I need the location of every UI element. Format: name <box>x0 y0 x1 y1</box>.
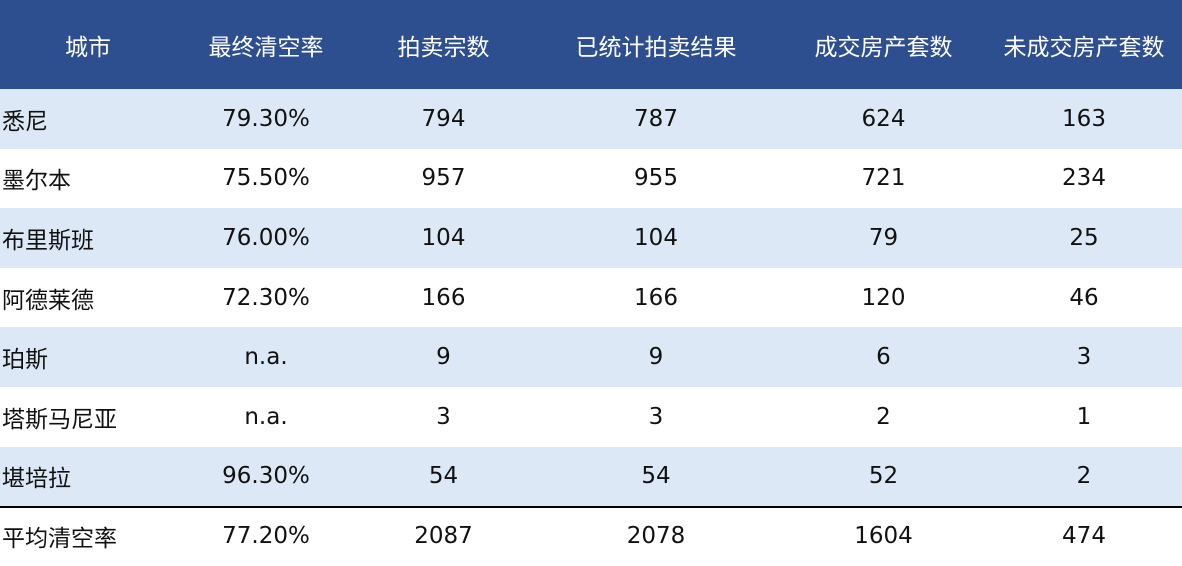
cell-auction-count: 104 <box>356 208 531 268</box>
cell-city: 阿德莱德 <box>0 267 176 328</box>
cell-clearance-rate: 79.30% <box>176 89 356 149</box>
cell-clearance-rate: n.a. <box>176 386 356 447</box>
cell-clearance-rate: 75.50% <box>176 148 356 209</box>
cell-sold-count: 79 <box>781 208 986 268</box>
cell-unsold-count: 1 <box>986 386 1182 447</box>
cell-clearance-rate: 72.30% <box>176 267 356 328</box>
cell-sold-count: 120 <box>781 267 986 328</box>
cell-reported-results: 104 <box>531 208 781 268</box>
cell-reported-results: 166 <box>531 267 781 328</box>
cell-sold-count: 6 <box>781 327 986 387</box>
table-row: 珀斯 n.a. 9 9 6 3 <box>0 327 1182 387</box>
cell-unsold-count: 3 <box>986 327 1182 387</box>
cell-city: 布里斯班 <box>0 208 176 268</box>
average-row: 平均清空率 77.20% 2087 2078 1604 474 <box>0 506 1182 565</box>
cell-sold-count: 2 <box>781 386 986 447</box>
cell-reported-results: 787 <box>531 89 781 149</box>
cell-total-unsold-count: 474 <box>986 506 1182 565</box>
table-row: 堪培拉 96.30% 54 54 52 2 <box>0 446 1182 508</box>
cell-unsold-count: 46 <box>986 267 1182 328</box>
cell-city: 墨尔本 <box>0 148 176 209</box>
table-row: 阿德莱德 72.30% 166 166 120 46 <box>0 267 1182 328</box>
header-clearance-rate: 最终清空率 <box>176 0 356 89</box>
table-row: 塔斯马尼亚 n.a. 3 3 2 1 <box>0 386 1182 447</box>
cell-city: 悉尼 <box>0 89 176 149</box>
cell-sold-count: 52 <box>781 446 986 508</box>
cell-auction-count: 794 <box>356 89 531 149</box>
cell-reported-results: 9 <box>531 327 781 387</box>
cell-reported-results: 54 <box>531 446 781 508</box>
cell-auction-count: 957 <box>356 148 531 209</box>
table-row: 布里斯班 76.00% 104 104 79 25 <box>0 208 1182 268</box>
cell-sold-count: 624 <box>781 89 986 149</box>
cell-unsold-count: 163 <box>986 89 1182 149</box>
table-row: 悉尼 79.30% 794 787 624 163 <box>0 89 1182 149</box>
cell-unsold-count: 25 <box>986 208 1182 268</box>
cell-total-sold-count: 1604 <box>781 506 986 565</box>
cell-city: 塔斯马尼亚 <box>0 386 176 447</box>
cell-average-clearance-rate: 77.20% <box>176 506 356 565</box>
header-auction-count: 拍卖宗数 <box>356 0 531 89</box>
cell-clearance-rate: 76.00% <box>176 208 356 268</box>
header-unsold-count: 未成交房产套数 <box>986 0 1182 89</box>
header-city: 城市 <box>0 0 176 89</box>
cell-reported-results: 3 <box>531 386 781 447</box>
cell-unsold-count: 234 <box>986 148 1182 209</box>
table-row: 墨尔本 75.50% 957 955 721 234 <box>0 148 1182 209</box>
cell-total-auction-count: 2087 <box>356 506 531 565</box>
cell-unsold-count: 2 <box>986 446 1182 508</box>
table-header-row: 城市 最终清空率 拍卖宗数 已统计拍卖结果 成交房产套数 未成交房产套数 <box>0 0 1182 89</box>
cell-auction-count: 54 <box>356 446 531 508</box>
cell-sold-count: 721 <box>781 148 986 209</box>
cell-city: 堪培拉 <box>0 446 176 508</box>
cell-average-label: 平均清空率 <box>0 506 176 565</box>
cell-total-reported-results: 2078 <box>531 506 781 565</box>
cell-auction-count: 166 <box>356 267 531 328</box>
cell-clearance-rate: 96.30% <box>176 446 356 508</box>
cell-reported-results: 955 <box>531 148 781 209</box>
cell-auction-count: 9 <box>356 327 531 387</box>
cell-city: 珀斯 <box>0 327 176 387</box>
header-reported-results: 已统计拍卖结果 <box>531 0 781 89</box>
cell-auction-count: 3 <box>356 386 531 447</box>
header-sold-count: 成交房产套数 <box>781 0 986 89</box>
cell-clearance-rate: n.a. <box>176 327 356 387</box>
